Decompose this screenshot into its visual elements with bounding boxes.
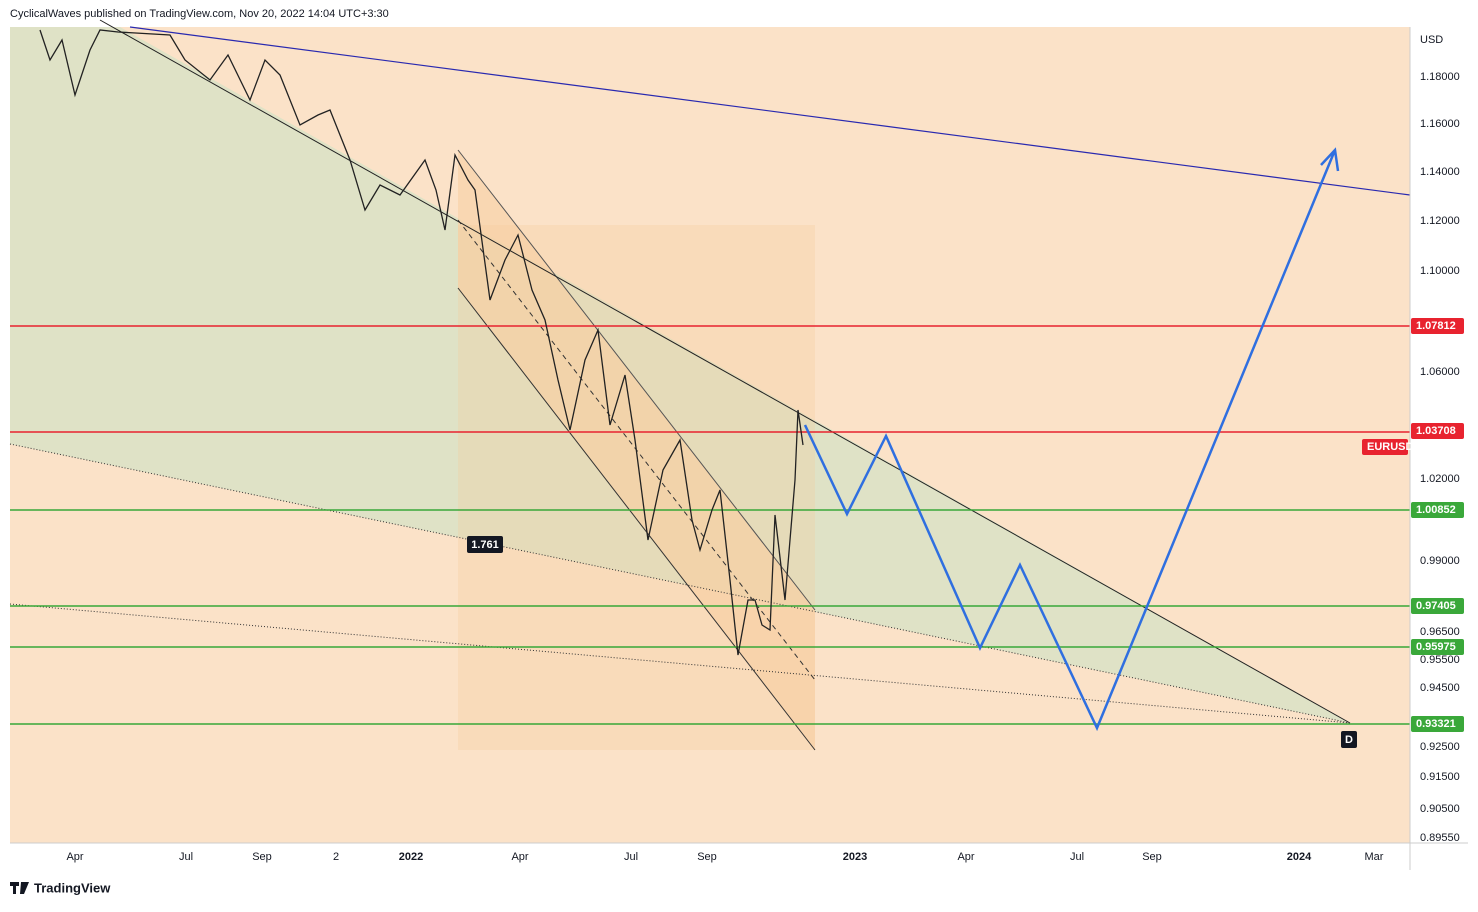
symbol-tag-box: [1362, 439, 1408, 455]
projection-path: [803, 149, 1337, 732]
red-level-tag-box: [1411, 318, 1464, 334]
projection-arrowhead: [1320, 147, 1340, 172]
green-level-tag: 1.00852: [1416, 504, 1456, 516]
currency: USD: [1420, 34, 1443, 46]
time-label: Mar: [1365, 851, 1384, 863]
green-level-tag-box: [1411, 598, 1464, 614]
time-label: Jul: [179, 851, 193, 863]
green-level-tag-box: [1411, 716, 1464, 732]
price-label: 1.06000: [1420, 366, 1460, 378]
red-level-tag-box: [1411, 423, 1464, 439]
ratio-label: 1.761: [471, 539, 499, 551]
green-level-tag-box: [1411, 502, 1464, 518]
time-label: Apr: [66, 851, 83, 863]
time-label: Sep: [1142, 851, 1162, 863]
margin: [1468, 27, 1478, 870]
price-label: 0.89550: [1420, 832, 1460, 844]
symbol-tag: EURUSD: [1367, 441, 1414, 453]
price-series: [39, 29, 804, 656]
ratio-box: [467, 536, 503, 553]
green-level-tag: 0.95975: [1416, 641, 1456, 653]
footer-brand: TradingView: [34, 880, 111, 895]
wedge-fill: [10, 27, 1350, 723]
channel-bottom: [457, 287, 816, 751]
red-level-tag: 1.07812: [1416, 320, 1456, 332]
price-label: 1.12000: [1420, 215, 1460, 227]
green-level-tag: 0.93321: [1416, 718, 1456, 730]
byline: CyclicalWaves published on TradingView.c…: [10, 8, 389, 20]
time-label: 2: [333, 851, 339, 863]
time-label: Sep: [697, 851, 717, 863]
price-label: 1.10000: [1420, 265, 1460, 277]
brand-logo: [10, 882, 29, 894]
price-label: 0.94500: [1420, 682, 1460, 694]
green-level-tag: 0.97405: [1416, 600, 1456, 612]
time-label: 2022: [399, 851, 423, 863]
price-label: 0.96500: [1420, 626, 1460, 638]
point-box: [1341, 731, 1357, 748]
time-label: Apr: [957, 851, 974, 863]
time-label: Apr: [511, 851, 528, 863]
price-label: 0.90500: [1420, 803, 1460, 815]
red-level-tag: 1.03708: [1416, 425, 1456, 437]
support-dotted: [9, 603, 1351, 724]
price-label: 1.16000: [1420, 118, 1460, 130]
green-level-tag-box: [1411, 639, 1464, 655]
range-fill: [458, 225, 815, 750]
price-label: 0.91500: [1420, 771, 1460, 783]
time-label: 2024: [1287, 851, 1312, 863]
time-label: Sep: [252, 851, 272, 863]
time-label: 2023: [843, 851, 867, 863]
time-label: Jul: [624, 851, 638, 863]
price-label: 0.99000: [1420, 555, 1460, 567]
wedge-bottom: [9, 443, 1351, 724]
price-label: 1.14000: [1420, 166, 1460, 178]
price-label: 1.18000: [1420, 71, 1460, 83]
trend-line-blue: [129, 26, 1411, 196]
time-label: Jul: [1070, 851, 1084, 863]
channel-top: [457, 149, 816, 611]
price-label: 0.95500: [1420, 654, 1460, 666]
price-label: 0.92500: [1420, 741, 1460, 753]
point-label: D: [1345, 734, 1353, 746]
price-label: 1.02000: [1420, 473, 1460, 485]
